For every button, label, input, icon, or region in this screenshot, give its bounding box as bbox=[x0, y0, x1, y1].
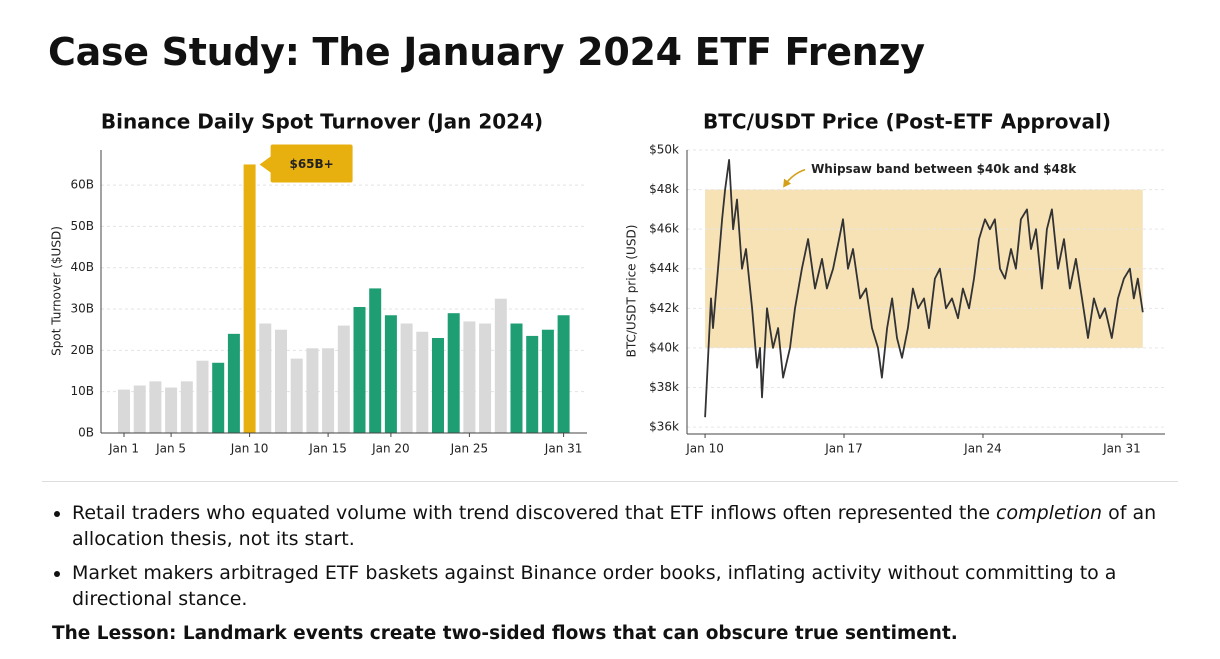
x-tick-label: Jan 1 bbox=[108, 442, 139, 456]
bar bbox=[306, 348, 319, 433]
x-tick-label: Jan 10 bbox=[685, 442, 724, 456]
bar bbox=[227, 333, 240, 433]
x-tick-label: Jan 15 bbox=[308, 442, 347, 456]
y-tick-label: $36k bbox=[649, 420, 679, 434]
x-tick-label: Jan 31 bbox=[544, 442, 583, 456]
x-tick-label: Jan 31 bbox=[1102, 442, 1141, 456]
bar bbox=[337, 325, 350, 433]
bar bbox=[322, 348, 335, 433]
x-tick-label: Jan 17 bbox=[824, 442, 863, 456]
chart-title: BTC/USDT Price (Post-ETF Approval) bbox=[703, 110, 1111, 134]
bar bbox=[353, 306, 366, 433]
bullet-text: Retail traders who equated volume with t… bbox=[72, 502, 997, 524]
bar bbox=[118, 389, 130, 433]
bar bbox=[400, 323, 413, 433]
bar bbox=[259, 323, 272, 433]
bar bbox=[447, 313, 460, 433]
bar bbox=[384, 315, 397, 433]
y-tick-label: 40B bbox=[70, 260, 94, 274]
bar bbox=[463, 321, 476, 433]
y-tick-label: 60B bbox=[70, 178, 94, 192]
chart-title: Binance Daily Spot Turnover (Jan 2024) bbox=[101, 110, 543, 134]
annotation-arrowhead bbox=[783, 178, 792, 188]
bullet-list: Retail traders who equated volume with t… bbox=[50, 500, 1202, 620]
bar bbox=[526, 335, 539, 433]
bar bbox=[275, 329, 287, 433]
x-tick-label: Jan 5 bbox=[155, 442, 186, 456]
y-axis-label: Spot Turnover ($USD) bbox=[50, 226, 64, 356]
y-tick-label: $38k bbox=[649, 380, 679, 394]
callout-box bbox=[259, 144, 353, 183]
bar bbox=[290, 358, 303, 433]
x-tick-label: Jan 20 bbox=[371, 442, 410, 456]
bar bbox=[541, 329, 554, 433]
y-tick-label: $44k bbox=[649, 261, 679, 275]
y-axis-label: BTC/USDT price (USD) bbox=[625, 225, 639, 358]
y-tick-label: 10B bbox=[70, 384, 94, 398]
y-tick-label: 50B bbox=[70, 219, 94, 233]
bar bbox=[243, 164, 256, 434]
bar bbox=[416, 331, 429, 433]
bar bbox=[369, 288, 382, 433]
bar bbox=[212, 362, 225, 433]
y-tick-label: $48k bbox=[649, 182, 679, 196]
price-line bbox=[704, 159, 1144, 418]
x-tick-label: Jan 25 bbox=[450, 442, 489, 456]
slide-title: Case Study: The January 2024 ETF Frenzy bbox=[48, 30, 925, 74]
y-tick-label: 20B bbox=[70, 343, 94, 357]
callout-label: $65B+ bbox=[289, 157, 333, 171]
bullet-text: of an allocation thesis, not its start. bbox=[72, 502, 1157, 550]
y-tick-label: 0B bbox=[78, 426, 94, 440]
y-tick-label: $46k bbox=[649, 222, 679, 236]
bullet-text: Market makers arbitraged ETF baskets aga… bbox=[72, 562, 1117, 610]
band-annotation: Whipsaw band between $40k and $48k bbox=[811, 162, 1077, 176]
x-tick-label: Jan 24 bbox=[963, 442, 1002, 456]
y-tick-label: $40k bbox=[649, 340, 679, 354]
bar bbox=[196, 360, 209, 433]
y-tick-label: $50k bbox=[649, 143, 679, 157]
lesson: The Lesson: Landmark events create two-s… bbox=[52, 623, 958, 644]
bullet-emphasis: completion bbox=[996, 502, 1103, 524]
bullet: Market makers arbitraged ETF baskets aga… bbox=[72, 560, 1202, 612]
bar bbox=[510, 323, 523, 433]
bar bbox=[494, 298, 507, 433]
bar bbox=[149, 381, 162, 433]
charts: Binance Daily Spot Turnover (Jan 2024) Sp… bbox=[50, 110, 1165, 456]
bar bbox=[165, 387, 178, 433]
separator bbox=[42, 481, 1178, 482]
bullet: Retail traders who equated volume with t… bbox=[72, 500, 1202, 552]
bar bbox=[133, 385, 146, 433]
bar bbox=[180, 381, 193, 433]
bar bbox=[557, 315, 570, 433]
x-tick-label: Jan 10 bbox=[230, 442, 269, 456]
bar bbox=[432, 337, 444, 433]
y-tick-label: 30B bbox=[70, 302, 94, 316]
bar bbox=[479, 323, 492, 433]
y-tick-label: $42k bbox=[649, 301, 679, 315]
